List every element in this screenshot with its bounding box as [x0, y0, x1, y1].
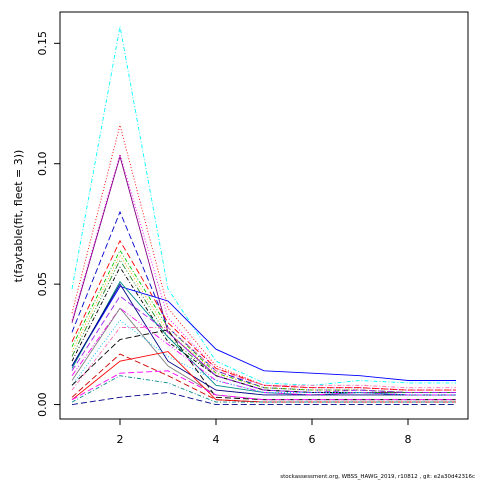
x-tick-label: 6 [309, 433, 316, 446]
series-line-13 [71, 283, 456, 396]
y-tick-label: 0.00 [36, 392, 49, 417]
series-line-22 [71, 370, 456, 401]
y-tick-label: 0.10 [36, 151, 49, 176]
x-tick-label: 2 [117, 433, 124, 446]
series-line-1 [71, 26, 456, 386]
series-line-10 [71, 266, 456, 396]
plot-frame [59, 11, 469, 420]
series-line-14 [71, 295, 456, 393]
series-line-21 [71, 353, 456, 403]
series-line-11 [71, 285, 456, 381]
axis-layer: 2 4 6 8 0.00 0.05 0.10 0.15 [36, 31, 412, 446]
series-line-15 [71, 307, 456, 396]
series-line-16 [71, 307, 456, 401]
series-line-18 [71, 319, 456, 396]
series-line-3 [71, 152, 456, 391]
series-line-17 [71, 327, 456, 391]
series-line-4 [71, 154, 456, 393]
footer-credit: stockassessment.org, WBSS_HAWG_2019, r10… [280, 474, 475, 480]
series-layer [71, 26, 456, 406]
x-tick-label: 4 [213, 433, 220, 446]
y-tick-label: 0.05 [36, 272, 49, 297]
series-line-8 [71, 254, 456, 393]
series-line-6 [71, 239, 456, 391]
y-tick-label: 0.15 [36, 31, 49, 56]
series-line-19 [71, 329, 456, 401]
series-line-5 [71, 210, 456, 393]
series-line-24 [71, 392, 456, 406]
y-axis-title: t(faytable(fit, fleet = 3)) [12, 150, 25, 283]
x-tick-label: 8 [405, 433, 412, 446]
